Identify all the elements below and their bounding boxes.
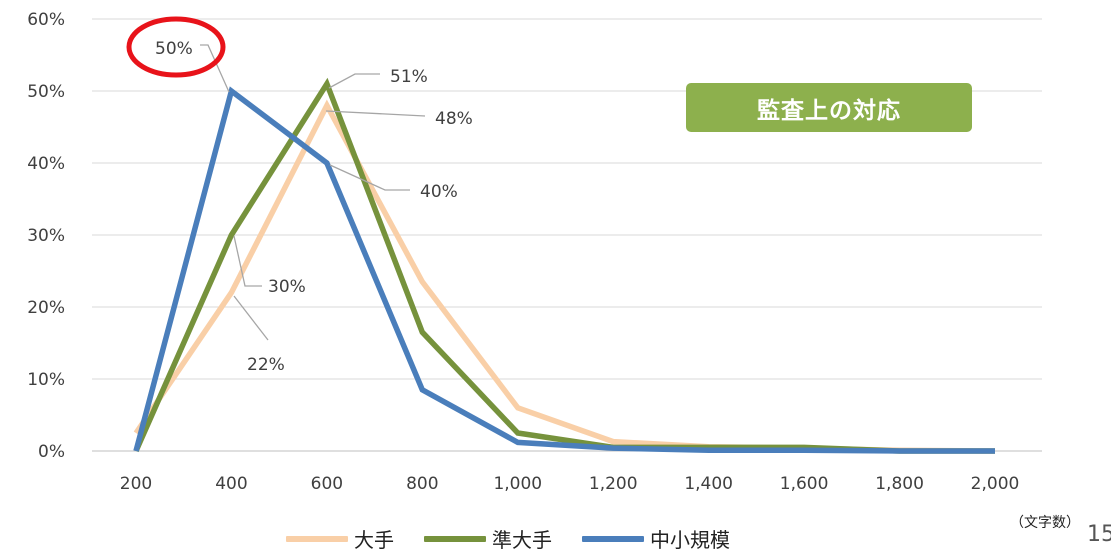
series-line	[133, 99, 996, 454]
legend-label-large: 大手	[354, 528, 394, 552]
annotation-leader	[233, 235, 262, 287]
y-tick-label: 20%	[27, 298, 65, 318]
x-unit-label: （文字数）	[1010, 515, 1080, 531]
x-tick-label: 1,400	[684, 474, 733, 494]
response-badge: 監査上の対応	[686, 83, 972, 132]
y-tick-label: 60%	[27, 10, 65, 30]
x-tick-label: 1,800	[875, 474, 924, 494]
x-tick-label: 2,000	[971, 474, 1020, 494]
y-tick-label: 50%	[27, 82, 65, 102]
chart-legend: 大手 準大手 中小規模	[286, 524, 760, 553]
x-tick-label: 600	[311, 474, 343, 494]
series-line	[133, 77, 995, 454]
x-tick-label: 200	[120, 474, 152, 494]
legend-swatch-small-medium	[582, 535, 644, 542]
data-label: 50%	[155, 39, 193, 59]
series-line	[133, 86, 995, 454]
data-label: 40%	[420, 182, 458, 202]
annotation-leader	[325, 110, 426, 117]
y-tick-label: 40%	[27, 154, 65, 174]
legend-label-small-medium: 中小規模	[650, 528, 730, 552]
x-tick-label: 1,200	[589, 474, 638, 494]
y-tick-label: 30%	[27, 226, 65, 246]
legend-item-semi-large: 準大手	[424, 524, 552, 553]
legend-item-large: 大手	[286, 524, 394, 553]
legend-swatch-large	[286, 535, 348, 542]
data-label: 48%	[435, 109, 473, 129]
x-tick-label: 400	[215, 474, 247, 494]
legend-item-small-medium: 中小規模	[582, 524, 730, 553]
annotation-leader	[328, 73, 380, 89]
data-label: 51%	[390, 67, 428, 87]
x-tick-label: 1,600	[780, 474, 829, 494]
y-tick-label: 10%	[27, 370, 65, 390]
legend-swatch-semi-large	[424, 535, 486, 542]
x-tick-label: 1,000	[493, 474, 542, 494]
annotation-leader	[200, 44, 230, 93]
y-tick-label: 0%	[38, 442, 65, 462]
annotation-leader	[233, 295, 269, 341]
highlight-circle	[126, 16, 226, 78]
annotation-leader	[329, 164, 410, 191]
x-tick-label: 800	[406, 474, 438, 494]
legend-label-semi-large: 準大手	[492, 528, 552, 552]
data-label: 22%	[247, 355, 285, 375]
data-label: 30%	[268, 277, 306, 297]
page-number: 15	[1087, 522, 1111, 547]
